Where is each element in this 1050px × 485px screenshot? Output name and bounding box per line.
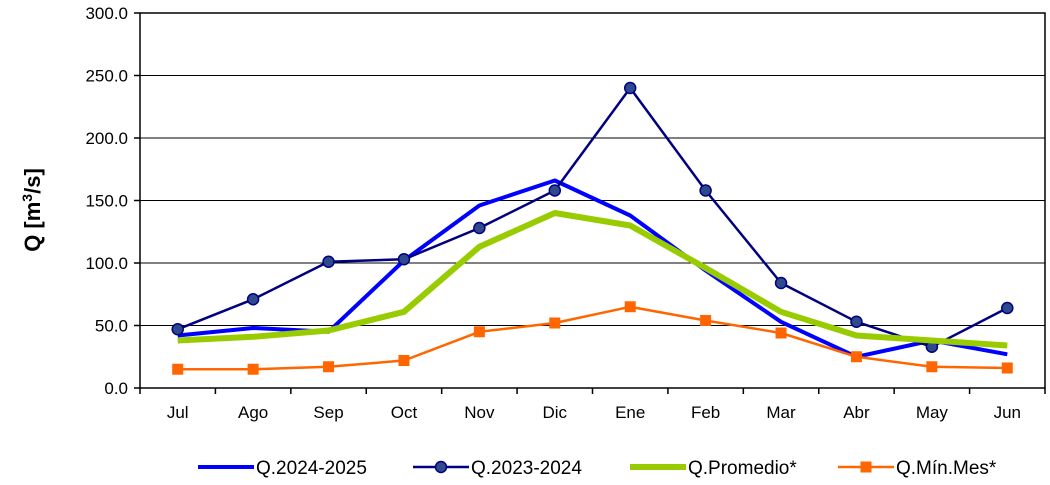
x-tick-label: May	[916, 403, 949, 422]
y-tick-label: 300.0	[85, 4, 128, 23]
series-2	[171, 81, 1014, 353]
data-point	[473, 221, 486, 235]
legend-item: Q.2024-2025	[198, 458, 367, 479]
data-point	[850, 351, 862, 363]
data-point	[171, 323, 184, 336]
series-line	[177, 86, 1008, 349]
x-tick-label: Mar	[766, 403, 796, 422]
legend-label: Q.Mín.Mes*	[896, 458, 997, 479]
data-point	[623, 81, 637, 95]
legend-label: Q.2024-2025	[256, 458, 367, 479]
x-tick-label: Dic	[543, 403, 568, 422]
gridlines	[140, 12, 1045, 389]
series-lines	[171, 81, 1014, 375]
x-tick-label: Ene	[615, 403, 645, 422]
legend-item: Q.Mín.Mes*	[838, 458, 997, 479]
data-point	[549, 317, 561, 329]
data-point	[699, 184, 712, 197]
data-point	[850, 315, 863, 328]
y-tick-label: 50.0	[95, 317, 128, 336]
data-point	[1001, 362, 1013, 374]
data-point	[473, 326, 485, 338]
data-point	[397, 253, 411, 266]
x-axis-ticks: Jul Ago Sep Oct Nov Dic Ene Feb Mar Abr May Jun	[139, 388, 1046, 422]
data-point	[1001, 301, 1014, 315]
data-point	[246, 293, 260, 306]
series-line	[177, 305, 1008, 371]
x-tick-label: Oct	[391, 403, 418, 422]
data-point	[323, 361, 335, 373]
legend-item: Q.2023-2024	[413, 458, 582, 479]
y-tick-label: 250.0	[85, 67, 128, 86]
x-tick-label: Sep	[313, 403, 343, 422]
legend-marker	[860, 461, 872, 473]
y-axis-label: Q [m3/s]	[19, 168, 45, 252]
data-point	[548, 184, 562, 197]
legend-label: Q.Promedio*	[688, 458, 797, 479]
x-tick-label: Abr	[843, 403, 870, 422]
legend: Q.2024-2025 Q.2023-2024 Q.Promedio* Q.Mín.M…	[198, 458, 997, 479]
data-point	[322, 255, 335, 268]
x-tick-label: Jun	[994, 403, 1021, 422]
x-tick-label: Nov	[464, 403, 495, 422]
x-tick-label: Jul	[167, 403, 189, 422]
data-point	[775, 327, 787, 339]
y-tick-label: 0.0	[104, 379, 128, 398]
data-point	[926, 361, 938, 373]
x-tick-label: Ago	[238, 403, 268, 422]
data-point	[247, 363, 259, 375]
x-tick-label: Feb	[691, 403, 720, 422]
data-point	[398, 355, 410, 366]
data-point	[624, 301, 636, 313]
y-axis-ticks: 0.0 50.0 100.0 150.0 200.0 250.0 300.0	[85, 4, 140, 398]
y-tick-label: 150.0	[85, 192, 128, 211]
series-3	[177, 210, 1008, 349]
legend-marker	[434, 460, 448, 474]
data-point	[774, 276, 788, 290]
y-tick-label: 200.0	[85, 129, 128, 148]
series-4	[172, 301, 1013, 375]
legend-item: Q.Promedio*	[630, 458, 797, 479]
legend-label: Q.2023-2024	[471, 458, 582, 479]
y-tick-label: 100.0	[85, 254, 128, 273]
series-line	[177, 210, 1008, 349]
data-point	[172, 363, 184, 375]
data-point	[700, 315, 712, 326]
